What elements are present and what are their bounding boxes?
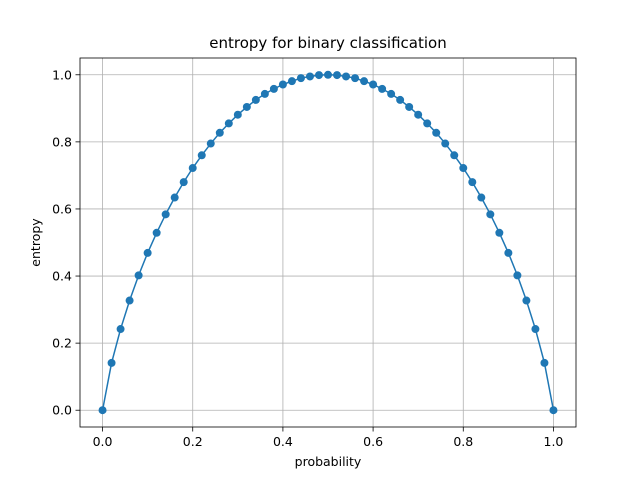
data-point-45	[504, 248, 513, 257]
data-point-15	[233, 110, 242, 119]
data-point-40	[459, 164, 468, 173]
data-point-7	[161, 210, 170, 219]
data-point-6	[152, 228, 161, 237]
data-point-28	[351, 74, 360, 83]
data-point-3	[125, 296, 134, 305]
data-point-17	[251, 95, 260, 104]
data-point-21	[287, 77, 296, 86]
data-point-25	[324, 70, 332, 79]
data-point-11	[197, 151, 206, 160]
grid-lines	[80, 58, 576, 427]
data-point-0	[98, 406, 107, 415]
data-point-30	[369, 80, 378, 89]
data-point-24	[314, 71, 323, 80]
x-tick-label-4: 0.8	[453, 434, 473, 449]
data-point-36	[423, 119, 432, 128]
data-point-49	[540, 358, 549, 367]
data-point-48	[531, 325, 540, 334]
data-point-16	[242, 102, 251, 111]
data-point-23	[305, 72, 314, 81]
data-point-41	[468, 178, 477, 187]
data-point-22	[296, 74, 305, 83]
data-point-32	[387, 89, 396, 98]
data-point-43	[486, 210, 495, 219]
data-point-44	[495, 228, 504, 237]
data-point-46	[513, 271, 522, 280]
data-point-50	[549, 406, 558, 415]
y-tick-label-3: 0.6	[52, 201, 72, 216]
data-point-12	[206, 139, 215, 148]
data-point-9	[179, 178, 188, 187]
data-point-4	[134, 271, 143, 280]
y-axis-label: entropy	[28, 218, 43, 267]
data-point-42	[477, 193, 486, 202]
x-tick-label-0: 0.0	[93, 434, 113, 449]
y-tick-label-1: 0.2	[52, 336, 72, 351]
data-point-35	[414, 110, 423, 119]
y-tick-label-4: 0.8	[52, 134, 72, 149]
data-point-26	[333, 71, 342, 80]
data-point-13	[215, 128, 224, 137]
data-point-1	[107, 358, 116, 367]
data-point-39	[450, 151, 459, 160]
data-point-19	[269, 84, 278, 93]
data-point-38	[441, 139, 450, 148]
data-point-37	[432, 128, 441, 137]
x-tick-label-2: 0.4	[273, 434, 293, 449]
plot-area-frame	[79, 57, 577, 428]
y-tick-label-0: 0.0	[52, 403, 72, 418]
data-point-18	[260, 89, 269, 98]
x-tick-label-5: 1.0	[544, 434, 564, 449]
data-point-31	[378, 84, 387, 93]
data-point-20	[278, 80, 287, 89]
axis-ticks: 0.0 0.2 0.4 0.6 0.8 1.0 0.0 0.2 0.4 0.6 0.8 1.0	[52, 67, 563, 449]
data-point-29	[360, 77, 369, 86]
data-point-10	[188, 164, 197, 173]
data-point-2	[116, 325, 125, 334]
x-tick-label-1: 0.2	[183, 434, 203, 449]
x-tick-label-3: 0.6	[363, 434, 383, 449]
data-point-14	[224, 119, 233, 128]
data-point-8	[170, 193, 179, 202]
y-tick-label-5: 1.0	[52, 67, 72, 82]
series-layer	[98, 70, 558, 415]
chart-title: entropy for binary classification	[209, 34, 446, 52]
data-point-5	[143, 248, 152, 257]
data-point-33	[396, 95, 405, 104]
data-point-27	[342, 72, 351, 81]
data-point-47	[522, 296, 531, 305]
data-point-34	[405, 102, 414, 111]
x-axis-label: probability	[295, 454, 362, 469]
y-tick-label-2: 0.4	[52, 269, 72, 284]
